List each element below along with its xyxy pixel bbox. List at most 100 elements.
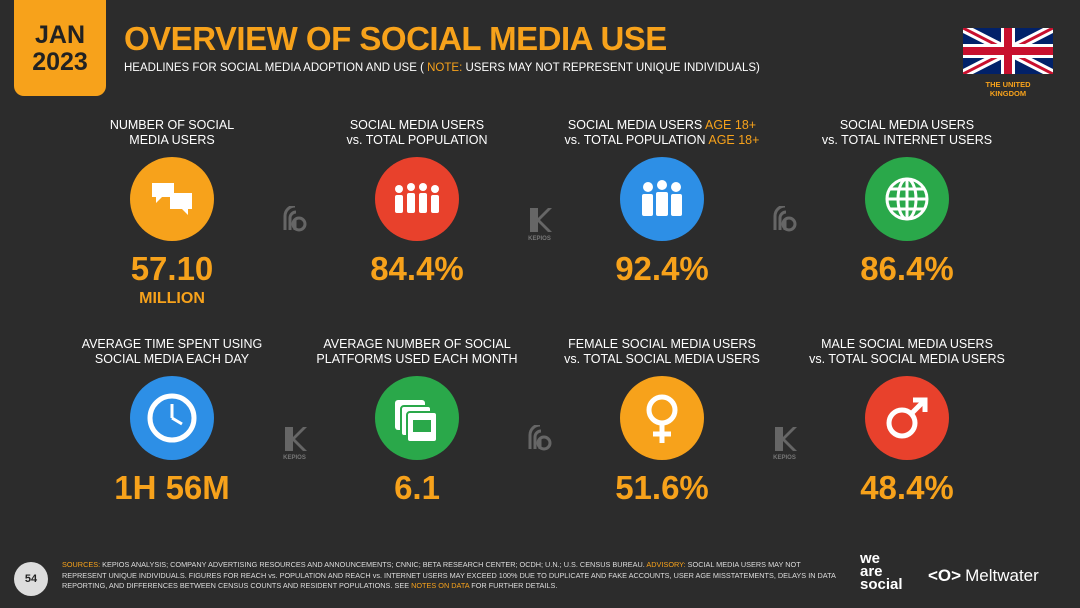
- stat-tile: NUMBER OF SOCIAL MEDIA USERS 57.10 MILLION: [52, 118, 292, 308]
- watermark: KEPIOS: [275, 425, 315, 461]
- label-line: MEDIA USERS: [52, 133, 292, 148]
- label-accent: AGE 18+: [705, 118, 757, 132]
- tile-label: AVERAGE TIME SPENT USING SOCIAL MEDIA EAC…: [52, 337, 292, 369]
- tile-label: SOCIAL MEDIA USERS vs. TOTAL INTERNET USE…: [787, 118, 1027, 150]
- watermark: [765, 204, 805, 236]
- stat-tile: SOCIAL MEDIA USERS vs. TOTAL POPULATION 84…: [297, 118, 537, 288]
- label-line: vs. TOTAL POPULATION AGE 18+: [542, 133, 782, 148]
- label-line: vs. TOTAL SOCIAL MEDIA USERS: [542, 352, 782, 367]
- tile-unit: MILLION: [139, 290, 205, 307]
- tile-label: SOCIAL MEDIA USERS vs. TOTAL POPULATION: [297, 118, 537, 150]
- stat-tile: SOCIAL MEDIA USERS vs. TOTAL INTERNET USE…: [787, 118, 1027, 288]
- watermark-icon: [284, 427, 307, 451]
- logo-we-are-social: we are social: [860, 550, 903, 592]
- watermark-text: KEPIOS: [773, 455, 796, 461]
- label-line: vs. TOTAL SOCIAL MEDIA USERS: [787, 352, 1027, 367]
- tile-label: FEMALE SOCIAL MEDIA USERS vs. TOTAL SOCIA…: [542, 337, 782, 369]
- label-text: vs. TOTAL SOCIAL MEDIA USERS: [809, 352, 1005, 366]
- label-text: vs. TOTAL SOCIAL MEDIA USERS: [564, 352, 760, 366]
- country: THE UNITED KINGDOM: [960, 80, 1056, 98]
- watermark-icon: [283, 204, 306, 232]
- stat-tile: MALE SOCIAL MEDIA USERS vs. TOTAL SOCIAL …: [787, 337, 1027, 507]
- label-line: AVERAGE TIME SPENT USING: [52, 337, 292, 352]
- tile-icon: [620, 157, 704, 241]
- tile-label: AVERAGE NUMBER OF SOCIAL PLATFORMS USED E…: [297, 337, 537, 369]
- accent-text: NOTE:: [427, 62, 463, 74]
- label-line: AVERAGE NUMBER OF SOCIAL: [297, 337, 537, 352]
- watermark-text: KEPIOS: [528, 236, 551, 242]
- label-line: NUMBER OF SOCIAL: [52, 118, 292, 133]
- label-text: SOCIAL MEDIA USERS: [567, 118, 703, 132]
- stat-tile: AVERAGE NUMBER OF SOCIAL PLATFORMS USED E…: [297, 337, 537, 507]
- label-text: vs. TOTAL INTERNET USERS: [821, 133, 993, 147]
- tile-label: NUMBER OF SOCIAL MEDIA USERS: [52, 118, 292, 150]
- badge-year: 2023: [32, 48, 88, 76]
- text: SOCIAL MEDIA USERS MAY NOT REPRESENT UNI…: [62, 560, 836, 590]
- accent-text: NOTES ON DATA: [411, 581, 470, 590]
- logo-text: Meltwater: [965, 566, 1039, 585]
- watermark-icon: [529, 208, 552, 232]
- accent-text: ADVISORY:: [646, 560, 686, 569]
- watermark: KEPIOS: [520, 206, 560, 242]
- tile-value: 92.4%: [615, 250, 709, 287]
- watermark: KEPIOS: [765, 425, 805, 461]
- label-text: AVERAGE TIME SPENT USING: [81, 337, 263, 351]
- tile-icon: [130, 376, 214, 460]
- title: OVERVIEW OF SOCIAL MEDIA USE: [124, 20, 667, 57]
- label-line: SOCIAL MEDIA USERS: [297, 118, 537, 133]
- tile-icon: [620, 376, 704, 460]
- stat-tile: FEMALE SOCIAL MEDIA USERS vs. TOTAL SOCIA…: [542, 337, 782, 507]
- tile-value: 6.1: [394, 469, 440, 506]
- sources: SOURCES: KEPIOS ANALYSIS; COMPANY ADVERT…: [62, 560, 842, 592]
- country-line: THE UNITED: [985, 80, 1031, 89]
- tile-value: 57.10: [130, 250, 214, 287]
- text: KEPIOS ANALYSIS; COMPANY ADVERTISING RES…: [102, 560, 645, 569]
- label-line: vs. TOTAL POPULATION: [297, 133, 537, 148]
- date-badge: JAN 2023: [14, 0, 106, 96]
- subtitle: HEADLINES FOR SOCIAL MEDIA ADOPTION AND …: [124, 62, 760, 74]
- accent-text: SOURCES:: [62, 560, 101, 569]
- label-line: SOCIAL MEDIA USERS AGE 18+: [542, 118, 782, 133]
- watermark-icon: [774, 427, 797, 451]
- label-text: SOCIAL MEDIA USERS: [349, 118, 485, 132]
- label-text: NUMBER OF SOCIAL: [109, 118, 235, 132]
- tile-label: SOCIAL MEDIA USERS AGE 18+ vs. TOTAL POPU…: [542, 118, 782, 150]
- label-line: FEMALE SOCIAL MEDIA USERS: [542, 337, 782, 352]
- watermark: [275, 204, 315, 236]
- label-text: FEMALE SOCIAL MEDIA USERS: [568, 337, 756, 351]
- tile-value: 48.4%: [860, 469, 954, 506]
- stat-tile: AVERAGE TIME SPENT USING SOCIAL MEDIA EAC…: [52, 337, 292, 507]
- label-line: MALE SOCIAL MEDIA USERS: [787, 337, 1027, 352]
- tile-value: 51.6%: [615, 469, 709, 506]
- label-text: MEDIA USERS: [129, 133, 215, 147]
- country-line: KINGDOM: [989, 89, 1027, 98]
- flag: [963, 28, 1053, 74]
- watermark-icon: [773, 204, 796, 232]
- text: HEADLINES FOR SOCIAL MEDIA ADOPTION AND …: [124, 62, 424, 74]
- label-text: vs. TOTAL POPULATION: [564, 133, 706, 147]
- label-accent: AGE 18+: [708, 133, 760, 147]
- tile-icon: [375, 376, 459, 460]
- watermark-text: KEPIOS: [283, 455, 306, 461]
- watermark-icon: [528, 423, 551, 451]
- label-text: SOCIAL MEDIA USERS: [839, 118, 975, 132]
- label-text: vs. TOTAL POPULATION: [346, 133, 488, 147]
- tile-value: 84.4%: [370, 250, 464, 287]
- tile-value: 1H 56M: [114, 469, 230, 506]
- tile-value: 86.4%: [860, 250, 954, 287]
- tile-icon: [375, 157, 459, 241]
- label-text: AVERAGE NUMBER OF SOCIAL: [323, 337, 511, 351]
- label-line: PLATFORMS USED EACH MONTH: [297, 352, 537, 367]
- watermark: [520, 423, 560, 455]
- label-line: SOCIAL MEDIA EACH DAY: [52, 352, 292, 367]
- label-line: vs. TOTAL INTERNET USERS: [787, 133, 1027, 148]
- label-line: SOCIAL MEDIA USERS: [787, 118, 1027, 133]
- text: USERS MAY NOT REPRESENT UNIQUE INDIVIDUA…: [465, 62, 760, 74]
- label-text: SOCIAL MEDIA EACH DAY: [94, 352, 250, 366]
- stat-tile: SOCIAL MEDIA USERS AGE 18+ vs. TOTAL POPU…: [542, 118, 782, 288]
- page-number: 54: [14, 562, 48, 596]
- logo-line: we: [860, 550, 881, 567]
- logo-line: are: [860, 563, 883, 580]
- tile-label: MALE SOCIAL MEDIA USERS vs. TOTAL SOCIAL …: [787, 337, 1027, 369]
